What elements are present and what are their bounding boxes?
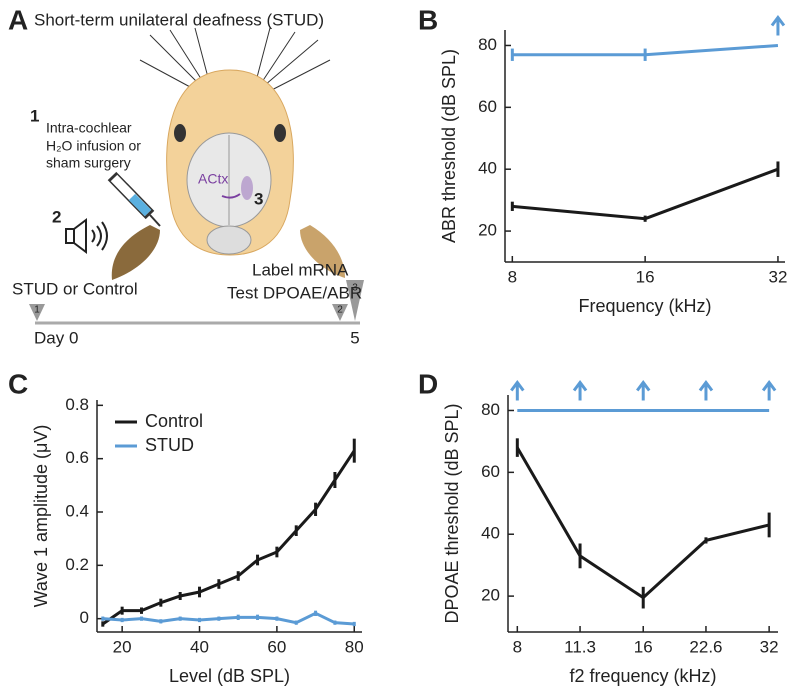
y-tick-label: 0.6 [65, 448, 89, 467]
above-limit-arrow [510, 379, 525, 401]
y-tick-label: 80 [478, 35, 497, 54]
above-limit-arrow [572, 379, 588, 401]
data-line [512, 167, 779, 221]
y-tick-label: 60 [478, 97, 497, 116]
y-axis-label: DPOAE threshold (dB SPL) [442, 403, 462, 623]
marker-number: 1 [34, 305, 40, 316]
timeline-label: Label mRNA [252, 260, 349, 279]
day-label: Day 0 [34, 328, 78, 347]
panel-letter: B [418, 4, 438, 35]
x-tick-label: 8 [508, 267, 517, 286]
y-tick-label: 40 [478, 159, 497, 178]
step-number: 1 [30, 106, 39, 125]
y-tick-label: 20 [481, 586, 500, 605]
y-tick-label: 60 [481, 462, 500, 481]
marker-number: 3 [352, 283, 358, 294]
panel-letter: C [8, 368, 28, 399]
timeline-label: Test DPOAE/ABR [227, 283, 362, 302]
region-label: ACtx [198, 171, 228, 187]
panel-letter: D [418, 368, 438, 399]
y-axis-label: ABR threshold (dB SPL) [439, 49, 459, 243]
y-tick-label: 0.8 [65, 395, 89, 414]
x-axis-label: f2 frequency (kHz) [569, 666, 716, 686]
x-tick-label: 20 [113, 637, 132, 656]
step-text: H₂O infusion or [46, 138, 141, 154]
step-text: Intra-cochlear [46, 120, 132, 136]
data-line [101, 449, 356, 626]
ear [300, 225, 345, 278]
x-tick-label: 8 [513, 637, 522, 656]
y-tick-label: 0.2 [65, 555, 89, 574]
eye [174, 124, 186, 142]
x-tick-label: 16 [636, 267, 655, 286]
panel-letter: A [8, 4, 28, 35]
step-text: sham surgery [46, 155, 131, 171]
step-number: 2 [52, 207, 61, 226]
data-line [516, 446, 770, 600]
actx-region [241, 176, 253, 200]
timeline-marker [346, 280, 364, 321]
cerebellum [206, 225, 252, 255]
y-tick-label: 0.4 [65, 501, 89, 520]
timeline-marker [29, 304, 45, 321]
y-tick-label: 80 [481, 400, 500, 419]
panel-a: A Short-term unilateral deafness (STUD) … [8, 4, 364, 347]
eye [274, 124, 286, 142]
step-number: 3 [254, 189, 263, 208]
x-tick-label: 11.3 [564, 637, 596, 656]
marker-number: 2 [337, 305, 343, 316]
x-tick-label: 40 [190, 637, 209, 656]
above-limit-arrow [761, 379, 777, 401]
above-limit-arrow [698, 379, 714, 401]
whiskers [139, 27, 331, 96]
y-tick-label: 0 [80, 608, 89, 627]
above-limit-arrow [636, 379, 651, 401]
x-tick-label: 32 [768, 267, 787, 286]
timeline-label: STUD or Control [12, 279, 138, 298]
x-tick-label: 22.6 [689, 637, 722, 656]
above-limit-arrow [770, 14, 786, 36]
x-axis-label: Level (dB SPL) [169, 666, 290, 686]
y-axis-label: Wave 1 amplitude (μV) [31, 425, 51, 608]
y-tick-label: 20 [478, 221, 497, 240]
ear [111, 225, 160, 280]
region-arrow [221, 193, 241, 199]
legend-label: STUD [145, 435, 194, 455]
y-tick-label: 40 [481, 524, 500, 543]
syringe [107, 171, 161, 227]
x-tick-label: 60 [267, 637, 286, 656]
x-tick-label: 16 [634, 637, 653, 656]
data-line [102, 611, 355, 626]
timeline-marker [332, 304, 348, 321]
x-axis-label: Frequency (kHz) [578, 296, 711, 316]
legend-label: Control [145, 411, 203, 431]
day-label: 5 [350, 328, 359, 347]
x-tick-label: 32 [760, 637, 779, 656]
speaker [65, 218, 108, 254]
x-tick-label: 80 [345, 637, 364, 656]
diagram-title: Short-term unilateral deafness (STUD) [34, 10, 324, 29]
